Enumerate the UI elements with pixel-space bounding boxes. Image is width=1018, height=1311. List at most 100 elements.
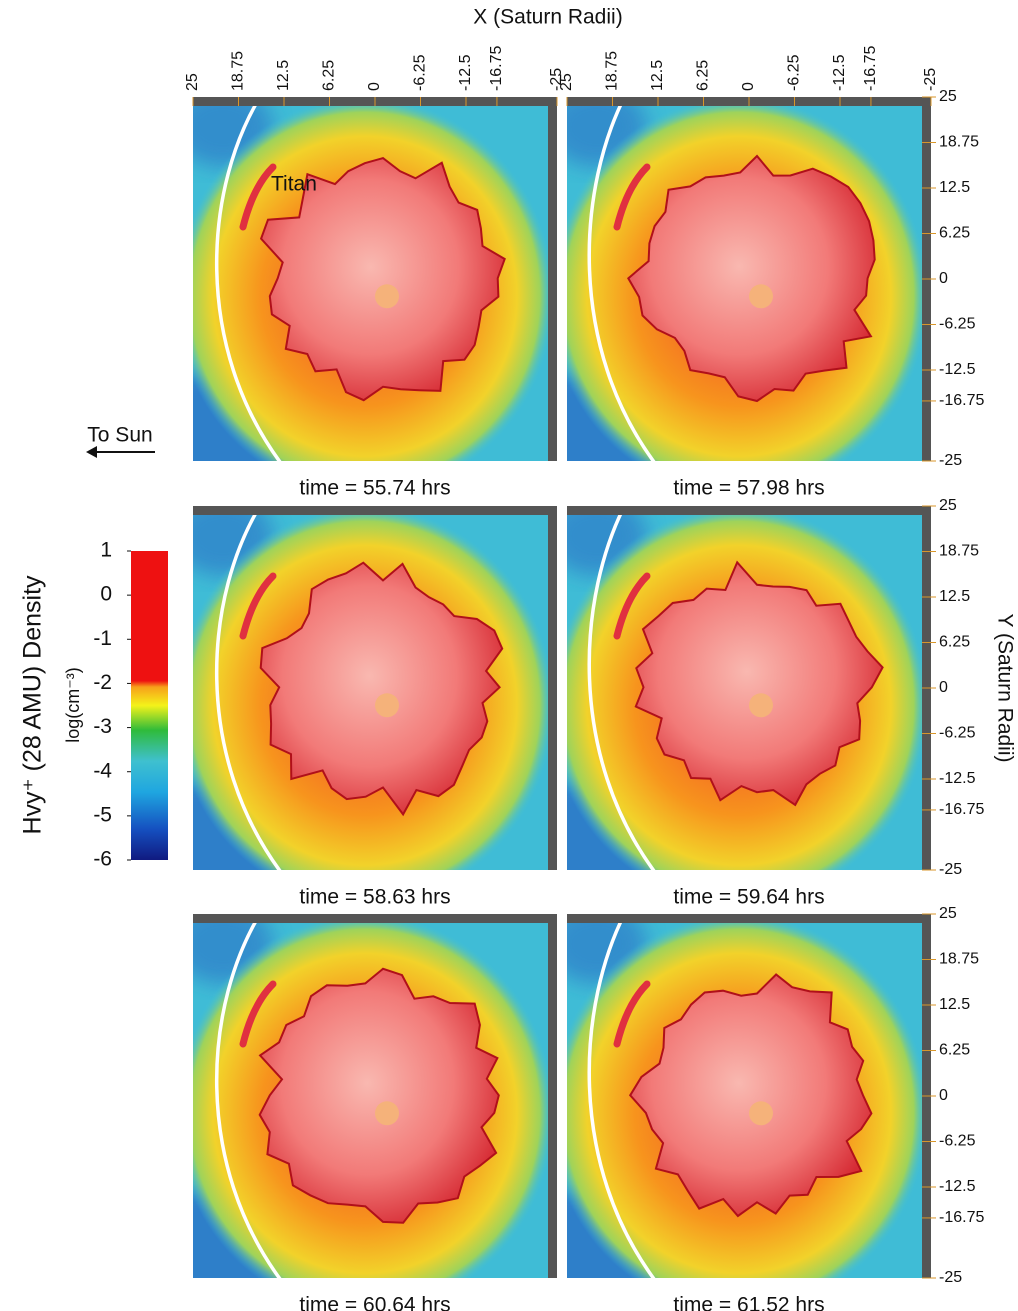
x-tick-label: -6.25 bbox=[786, 54, 803, 91]
plasma-core bbox=[627, 154, 876, 403]
bow-shock bbox=[587, 97, 656, 461]
y-tick-label: -16.75 bbox=[939, 392, 984, 409]
y-tick-label: 6.25 bbox=[939, 634, 970, 651]
colorbar-tick-label: -1 bbox=[93, 627, 112, 650]
colorbar-tick-label: -5 bbox=[93, 803, 112, 826]
colorbar-title: Hvy⁺ (28 AMU) Density bbox=[19, 575, 47, 835]
x-tick-label: 6.25 bbox=[695, 60, 712, 91]
colorbar-tick-label: -3 bbox=[93, 715, 112, 738]
x-tick-label: -12.5 bbox=[457, 54, 474, 91]
x-tick-label: -16.75 bbox=[488, 46, 505, 91]
colorbar-unit: log(cm⁻³) bbox=[63, 667, 83, 743]
y-tick-label: -6.25 bbox=[939, 1133, 976, 1150]
titan-plume bbox=[613, 572, 651, 640]
x-tick-label: 18.75 bbox=[230, 51, 247, 91]
frame-top bbox=[567, 506, 931, 515]
saturn bbox=[375, 693, 399, 718]
y-tick-label: 0 bbox=[939, 679, 948, 696]
y-axis-label: Y (Saturn Radii) bbox=[993, 613, 1016, 762]
plasma-core bbox=[259, 561, 504, 817]
y-tick-label: 18.75 bbox=[939, 134, 979, 151]
colorbar-tick-label: 1 bbox=[100, 539, 112, 562]
y-tick-label: -12.5 bbox=[939, 361, 976, 378]
x-tick-label: -25 bbox=[922, 68, 939, 91]
titan-plume bbox=[613, 163, 651, 231]
panel-title: time = 55.74 hrs bbox=[299, 477, 450, 500]
panel-title: time = 58.63 hrs bbox=[299, 886, 450, 909]
titan-plume bbox=[239, 163, 277, 231]
bow-shock bbox=[587, 914, 656, 1278]
bow-shock bbox=[214, 914, 282, 1278]
y-tick-label: 12.5 bbox=[939, 179, 970, 196]
colorbar-tick-label: -2 bbox=[93, 671, 112, 694]
annotation: To Sun bbox=[87, 424, 152, 447]
x-axis-label: X (Saturn Radii) bbox=[473, 6, 622, 29]
frame-top bbox=[193, 914, 557, 923]
y-tick-label: -16.75 bbox=[939, 1209, 984, 1226]
panel bbox=[567, 506, 931, 870]
panel bbox=[193, 506, 557, 870]
y-tick-label: 12.5 bbox=[939, 996, 970, 1013]
titan-plume bbox=[613, 980, 651, 1048]
panel-title: time = 59.64 hrs bbox=[673, 886, 824, 909]
x-tick-label: 12.5 bbox=[275, 60, 292, 91]
colorbar-tick-label: -6 bbox=[93, 848, 112, 871]
frame-top bbox=[567, 914, 931, 923]
y-tick-label: -16.75 bbox=[939, 801, 984, 818]
bow-shock bbox=[214, 97, 282, 461]
bow-shock bbox=[214, 506, 282, 870]
saturn bbox=[749, 693, 773, 718]
frame-right bbox=[548, 97, 557, 461]
saturn bbox=[375, 284, 399, 309]
x-tick-label: 6.25 bbox=[321, 60, 338, 91]
y-tick-label: 18.75 bbox=[939, 951, 979, 968]
x-tick-label: 12.5 bbox=[649, 60, 666, 91]
y-tick-label: 6.25 bbox=[939, 225, 970, 242]
plasma-core bbox=[628, 973, 873, 1218]
x-tick-label: 25 bbox=[184, 73, 201, 91]
colorbar-tick-label: -4 bbox=[93, 759, 112, 782]
x-tick-label: 18.75 bbox=[604, 51, 621, 91]
x-tick-label: 0 bbox=[740, 82, 757, 91]
colorbar bbox=[131, 551, 168, 860]
arrow-head bbox=[86, 446, 97, 458]
panel bbox=[193, 97, 557, 461]
frame-right bbox=[548, 914, 557, 1278]
y-tick-label: -12.5 bbox=[939, 1178, 976, 1195]
y-tick-label: -25 bbox=[939, 452, 962, 469]
y-tick-label: 25 bbox=[939, 905, 957, 922]
y-tick-label: 25 bbox=[939, 88, 957, 105]
panel bbox=[567, 914, 931, 1278]
annotation: Titan bbox=[271, 173, 317, 196]
colorbar-tick-label: 0 bbox=[100, 583, 112, 606]
y-tick-label: 12.5 bbox=[939, 588, 970, 605]
y-tick-label: 6.25 bbox=[939, 1042, 970, 1059]
plasma-core bbox=[634, 560, 884, 807]
y-tick-label: -6.25 bbox=[939, 725, 976, 742]
x-tick-label: -16.75 bbox=[862, 46, 879, 91]
panel-title: time = 60.64 hrs bbox=[299, 1294, 450, 1311]
y-tick-label: -12.5 bbox=[939, 770, 976, 787]
panel-title: time = 61.52 hrs bbox=[673, 1294, 824, 1311]
titan-plume bbox=[239, 980, 277, 1048]
plasma-core bbox=[258, 967, 500, 1224]
y-tick-label: 18.75 bbox=[939, 543, 979, 560]
frame-top bbox=[193, 506, 557, 515]
y-tick-label: 0 bbox=[939, 1087, 948, 1104]
panel bbox=[193, 914, 557, 1278]
y-tick-label: 0 bbox=[939, 270, 948, 287]
panel-title: time = 57.98 hrs bbox=[673, 477, 824, 500]
y-tick-label: -25 bbox=[939, 861, 962, 878]
panel bbox=[567, 97, 931, 461]
y-tick-label: 25 bbox=[939, 497, 957, 514]
frame-right bbox=[548, 506, 557, 870]
x-tick-label: -25 bbox=[548, 68, 565, 91]
bow-shock bbox=[587, 506, 656, 870]
saturn bbox=[375, 1101, 399, 1126]
x-tick-label: -6.25 bbox=[412, 54, 429, 91]
y-tick-label: -25 bbox=[939, 1269, 962, 1286]
y-tick-label: -6.25 bbox=[939, 316, 976, 333]
titan-plume bbox=[239, 572, 277, 640]
